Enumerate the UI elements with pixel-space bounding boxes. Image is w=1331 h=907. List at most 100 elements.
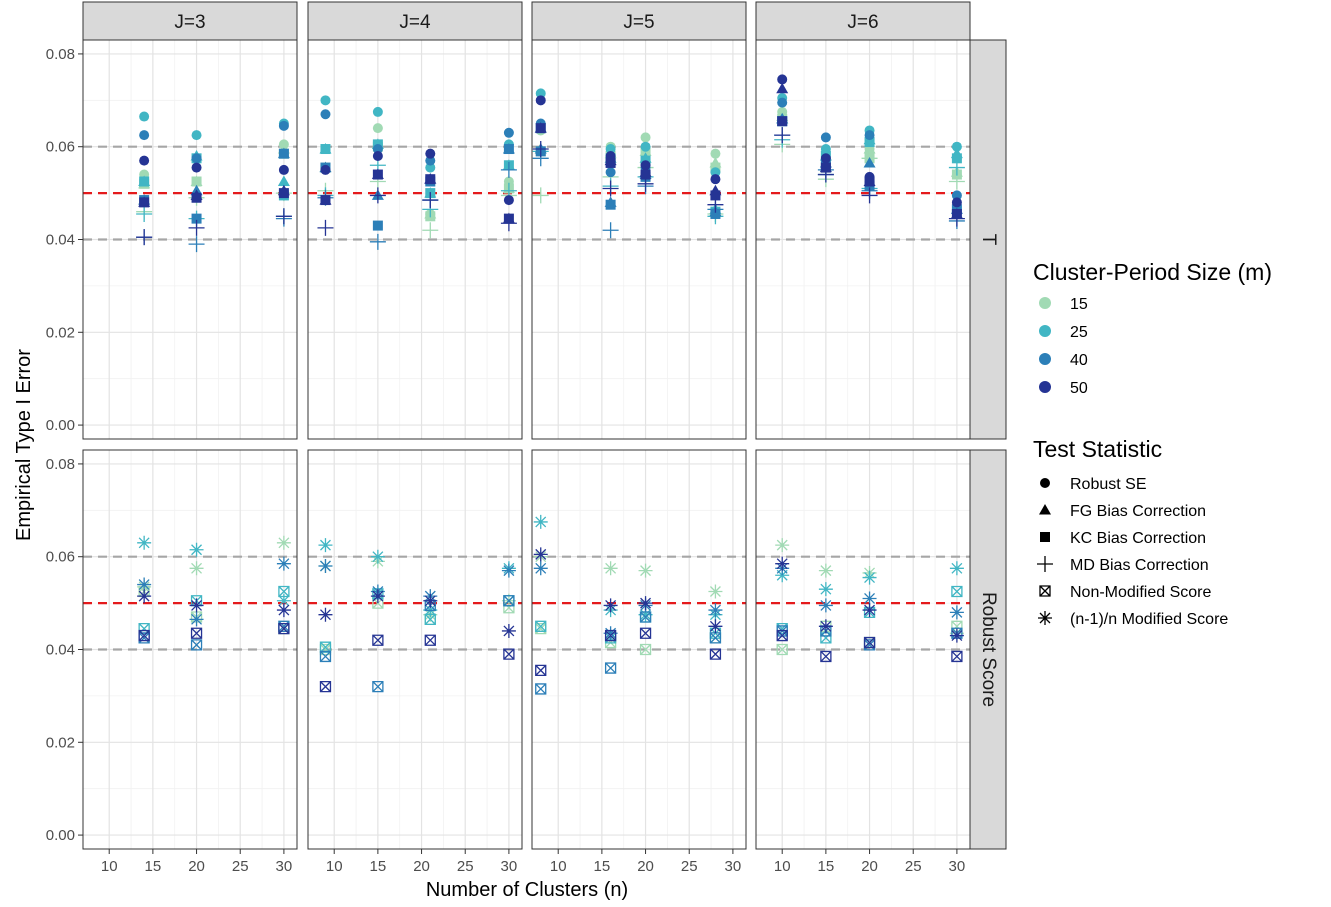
legend-shape-key-boxx <box>1039 585 1051 597</box>
data-point-plus <box>275 208 292 225</box>
data-point-plus <box>500 215 517 232</box>
data-point-plus <box>948 173 965 190</box>
panel-border <box>531 449 747 850</box>
data-point-circle <box>139 155 150 166</box>
data-point-circle <box>535 95 546 106</box>
x-tick-label: 20 <box>637 858 654 875</box>
data-point-circle <box>278 120 289 131</box>
data-point-asterisk <box>862 591 877 606</box>
x-tick-label: 25 <box>905 858 922 875</box>
row-strip-label: T <box>978 234 999 246</box>
data-point-boxx <box>535 620 547 632</box>
data-point-boxx <box>863 636 876 649</box>
data-point-asterisk <box>708 619 723 634</box>
data-point-boxx <box>372 634 384 646</box>
data-point-boxx <box>709 648 722 660</box>
data-point-circle <box>777 74 788 85</box>
legend-color-title: Cluster-Period Size (m) <box>1033 259 1272 285</box>
data-point-boxx <box>535 664 547 677</box>
data-point-plus <box>422 222 439 239</box>
data-point-square <box>605 199 616 210</box>
data-point-boxx <box>820 650 832 663</box>
data-point-boxx <box>709 632 722 644</box>
data-point-plus <box>637 175 654 192</box>
facet-strip-label: J=3 <box>174 12 205 33</box>
legend-color-key <box>1039 297 1051 309</box>
data-point-circle <box>425 162 436 173</box>
panel-J=3-Robust Score <box>82 449 298 850</box>
x-tick-label: 30 <box>725 858 742 875</box>
legend-color-key <box>1039 325 1051 337</box>
data-points <box>136 111 292 253</box>
facet-strip-label: J=6 <box>847 12 878 33</box>
data-point-boxx <box>639 627 652 639</box>
data-point-asterisk <box>276 535 291 550</box>
legend-color-label: 25 <box>1070 324 1088 341</box>
data-point-asterisk <box>775 538 790 553</box>
data-point-boxx <box>639 611 652 623</box>
panel-border <box>307 39 523 440</box>
data-point-circle <box>710 167 721 178</box>
data-point-plus <box>136 229 153 246</box>
legend-color-label: 15 <box>1070 296 1088 313</box>
data-point-boxx <box>190 639 203 651</box>
panel-J=5-Robust Score <box>531 449 747 850</box>
data-points <box>774 74 965 229</box>
data-point-circle <box>320 95 331 106</box>
data-point-boxx <box>372 680 384 693</box>
data-point-asterisk <box>370 549 385 564</box>
data-point-boxx <box>639 643 652 656</box>
data-point-asterisk <box>533 547 548 562</box>
legend-shape-label: (n-1)/n Modified Score <box>1070 611 1228 628</box>
data-point-square <box>605 157 616 168</box>
y-tick-label: 0.02 <box>46 324 75 341</box>
data-point-triangle <box>277 175 290 187</box>
data-point-asterisk <box>189 561 204 576</box>
data-point-boxx <box>424 613 436 625</box>
legend-shape-key-plus <box>1037 556 1053 572</box>
data-point-asterisk <box>533 514 548 529</box>
data-point-circle <box>372 144 383 155</box>
data-point-asterisk <box>818 582 833 597</box>
data-point-asterisk <box>137 535 152 550</box>
legend-color-key <box>1039 353 1051 365</box>
x-tick-label: 15 <box>594 858 611 875</box>
data-point-plus <box>532 187 549 204</box>
row-strip-Robust Score <box>969 449 1007 850</box>
data-point-asterisk <box>276 556 291 571</box>
data-point-square <box>278 148 289 159</box>
facet-strip-label: J=5 <box>623 12 654 33</box>
data-point-square <box>372 169 383 180</box>
y-tick-label: 0.04 <box>46 642 75 659</box>
y-tick-label: 0.06 <box>46 549 75 566</box>
data-point-asterisk <box>862 603 877 618</box>
y-tick-label: 0.00 <box>46 417 75 434</box>
x-tick-label: 10 <box>550 858 567 875</box>
data-point-boxx <box>604 629 617 642</box>
data-point-plus <box>817 166 834 183</box>
data-point-plus <box>948 210 965 227</box>
data-point-asterisk <box>638 563 653 578</box>
data-points <box>775 538 964 663</box>
legend-shape-title: Test Statistic <box>1033 436 1162 462</box>
facet-strip-J=5 <box>531 1 747 41</box>
data-point-circle <box>191 130 202 141</box>
data-point-boxx <box>424 634 436 646</box>
data-point-circle <box>503 127 514 138</box>
data-point-plus <box>188 219 205 236</box>
data-point-square <box>139 176 150 187</box>
data-point-square <box>191 176 202 187</box>
data-point-asterisk <box>501 563 516 578</box>
legend-shape-label: MD Bias Correction <box>1070 557 1209 574</box>
data-point-boxx <box>319 650 332 663</box>
data-point-asterisk <box>189 542 204 557</box>
data-point-plus <box>369 233 386 250</box>
row-strip-T <box>969 39 1007 440</box>
panel-border <box>531 39 747 440</box>
data-point-square <box>503 144 514 155</box>
data-point-asterisk <box>370 589 385 604</box>
data-point-asterisk <box>603 561 618 576</box>
data-point-boxx <box>319 680 332 693</box>
data-point-asterisk <box>189 598 204 613</box>
data-point-plus <box>602 222 619 239</box>
